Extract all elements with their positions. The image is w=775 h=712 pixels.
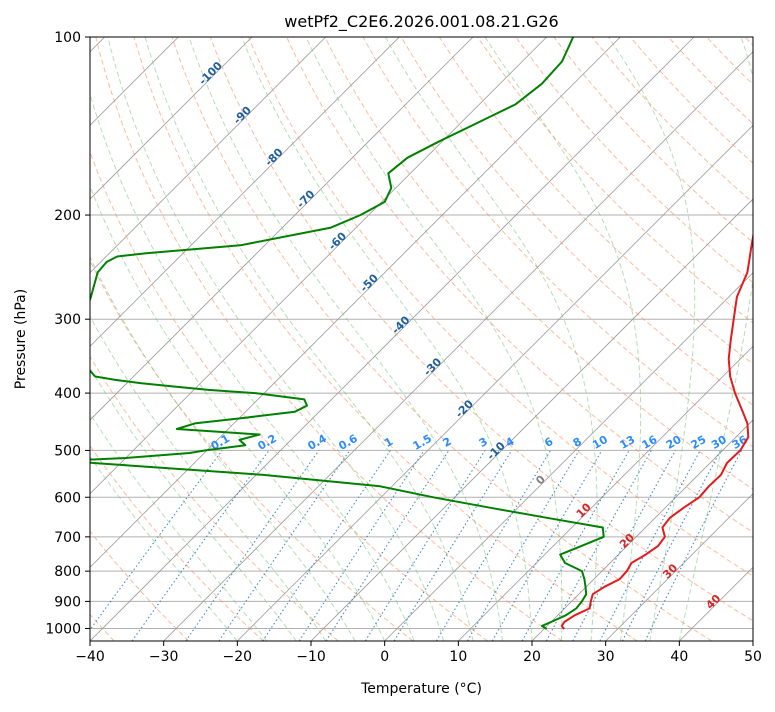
- chart-title: wetPf2_C2E6.2026.001.08.21.G26: [284, 12, 558, 32]
- x-tick-label: −10: [296, 649, 326, 665]
- y-axis-label: Pressure (hPa): [13, 289, 29, 389]
- y-tick-label: 400: [54, 386, 81, 402]
- plot-background: [90, 37, 753, 641]
- y-tick-label: 700: [54, 530, 81, 546]
- y-tick-label: 200: [54, 208, 81, 224]
- y-tick-label: 100: [54, 30, 81, 46]
- x-axis-label: Temperature (°C): [360, 681, 482, 697]
- x-tick-label: −40: [75, 649, 105, 665]
- x-tick-label: 0: [380, 649, 389, 665]
- y-tick-label: 600: [54, 490, 81, 506]
- y-tick-label: 800: [54, 564, 81, 580]
- x-tick-label: 10: [449, 649, 467, 665]
- x-tick-label: −20: [223, 649, 253, 665]
- x-tick-label: 30: [597, 649, 615, 665]
- x-tick-label: 20: [523, 649, 541, 665]
- y-tick-label: 900: [54, 594, 81, 610]
- x-tick-label: −30: [149, 649, 179, 665]
- x-tick-label: 50: [744, 649, 762, 665]
- x-tick-label: 40: [670, 649, 688, 665]
- y-tick-label: 500: [54, 443, 81, 459]
- y-tick-label: 1000: [45, 621, 81, 637]
- y-tick-label: 300: [54, 312, 81, 328]
